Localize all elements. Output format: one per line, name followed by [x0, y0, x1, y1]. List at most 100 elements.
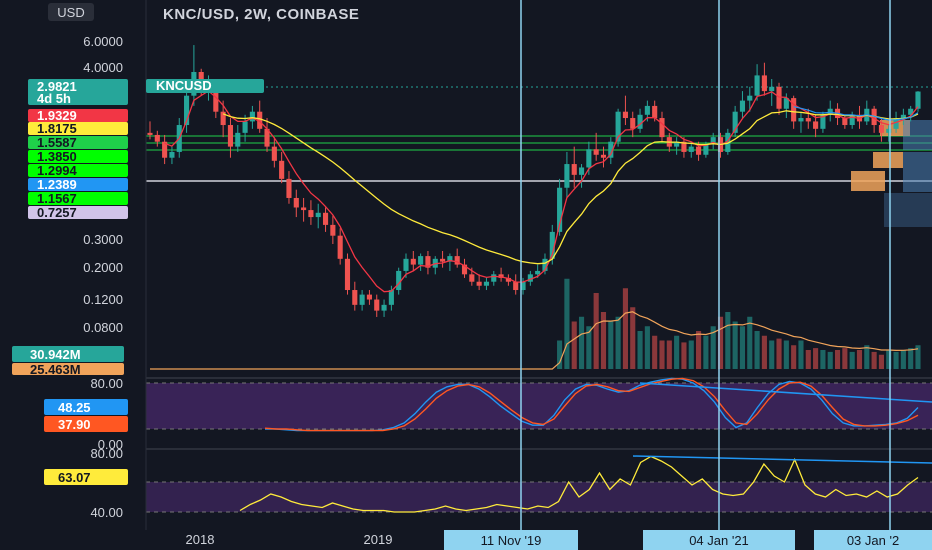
volume-bar — [622, 288, 628, 369]
stoch-tick: 80.00 — [90, 376, 123, 391]
candle-body — [622, 111, 628, 119]
price-axis: 6.0000 4.0000 0.3000 0.2000 0.1200 0.080… — [83, 34, 123, 335]
volume-bar — [849, 351, 855, 369]
time-marker-2 — [643, 530, 795, 550]
volume-bar — [878, 354, 884, 369]
candle-body — [454, 256, 460, 265]
candle-body — [593, 149, 599, 155]
ema-slow-line — [222, 110, 919, 265]
candle-body — [396, 270, 402, 291]
candle-body — [271, 146, 277, 161]
candle-body — [147, 132, 153, 135]
candle-body — [235, 132, 241, 147]
volume-bar — [769, 340, 775, 369]
ema-extra-line — [793, 106, 919, 121]
candle-body — [703, 144, 709, 155]
price-tick: 0.3000 — [83, 232, 123, 247]
candle-body — [352, 290, 358, 305]
volume-bar — [915, 345, 921, 369]
candle-body — [878, 125, 884, 133]
stoch-band — [146, 383, 932, 429]
level-tag — [28, 136, 128, 149]
volume-bar — [732, 321, 738, 369]
candle-body — [688, 146, 694, 152]
rsi-band — [146, 482, 932, 512]
level-tag-value: 1.2389 — [37, 177, 77, 192]
vp-block — [873, 152, 903, 168]
time-marker-1-label: 11 Nov '19 — [481, 533, 542, 548]
candle-body — [791, 98, 797, 122]
volume-bar — [696, 331, 702, 369]
candle-body — [557, 187, 563, 232]
candle-body — [440, 258, 446, 262]
volume-bar — [798, 340, 804, 369]
volume-ma-tag-value: 25.463M — [30, 362, 81, 377]
candle-body — [776, 86, 782, 109]
level-tag — [28, 122, 128, 135]
ema-fast-line — [164, 90, 919, 293]
volume-bar — [886, 350, 892, 369]
candle-body — [754, 75, 760, 96]
candle-body — [344, 258, 351, 291]
stoch-trendline — [639, 382, 932, 403]
candle-body — [308, 210, 314, 218]
currency-badge[interactable] — [48, 3, 94, 21]
candle-body — [608, 141, 614, 158]
volume-bar — [842, 348, 848, 369]
volume-bar — [827, 351, 833, 369]
stoch-d-value: 37.90 — [58, 417, 91, 432]
volume-bar — [630, 307, 636, 369]
rsi-trendline — [632, 455, 932, 464]
candle-body — [520, 281, 526, 291]
volume-bar — [725, 312, 731, 369]
level-tag-value: 1.2994 — [37, 163, 78, 178]
price-tick: 6.0000 — [83, 34, 123, 49]
candle-body — [696, 146, 702, 155]
volume-bar — [893, 351, 899, 369]
candle-body — [578, 167, 585, 175]
level-tag-value: 1.1567 — [37, 191, 77, 206]
level-tag-value: 0.7257 — [37, 205, 77, 220]
volume-bar — [586, 326, 592, 369]
vp-block — [903, 120, 932, 150]
current-price-value: 2.9821 — [37, 79, 77, 94]
volume-bar — [681, 342, 687, 369]
candle-body — [849, 114, 855, 126]
time-marker-3 — [814, 530, 932, 550]
stoch-d-line — [264, 377, 919, 432]
candle-body — [491, 274, 497, 282]
candle-body — [769, 86, 775, 92]
volume-bar — [717, 316, 724, 369]
candle-body — [747, 95, 753, 101]
candle-body — [783, 98, 789, 109]
volume-bar — [593, 293, 599, 369]
candle-body — [827, 108, 833, 115]
candle-body — [418, 256, 424, 265]
level-tag — [28, 206, 128, 219]
level-tag-value: 1.5587 — [37, 135, 77, 150]
volume-bar — [820, 350, 826, 369]
currency-label: USD — [57, 5, 84, 20]
volume-ma-line — [150, 311, 919, 370]
level-price-tags: 1.93291.81751.55871.38501.29941.23891.15… — [28, 108, 128, 220]
volume-bar — [871, 351, 877, 369]
candle-body — [374, 299, 380, 311]
candle-body — [169, 151, 175, 158]
symbol-tag-label: KNCUSD — [156, 78, 212, 93]
candle-body — [483, 281, 490, 286]
candle-body — [732, 111, 738, 133]
stoch-k-tag — [44, 399, 128, 415]
candle-body — [403, 258, 409, 271]
candle-body — [908, 108, 914, 115]
candle-body — [264, 128, 270, 147]
time-tick: 2019 — [364, 532, 393, 547]
volume-bar — [834, 350, 841, 369]
candle-body — [286, 178, 292, 198]
volume-bar — [600, 312, 607, 369]
time-marker-2-label: 04 Jan '21 — [689, 533, 749, 548]
time-tick: 2018 — [186, 532, 215, 547]
candle-body — [366, 294, 372, 300]
volume-bar — [688, 340, 694, 369]
candle-body — [674, 141, 680, 147]
